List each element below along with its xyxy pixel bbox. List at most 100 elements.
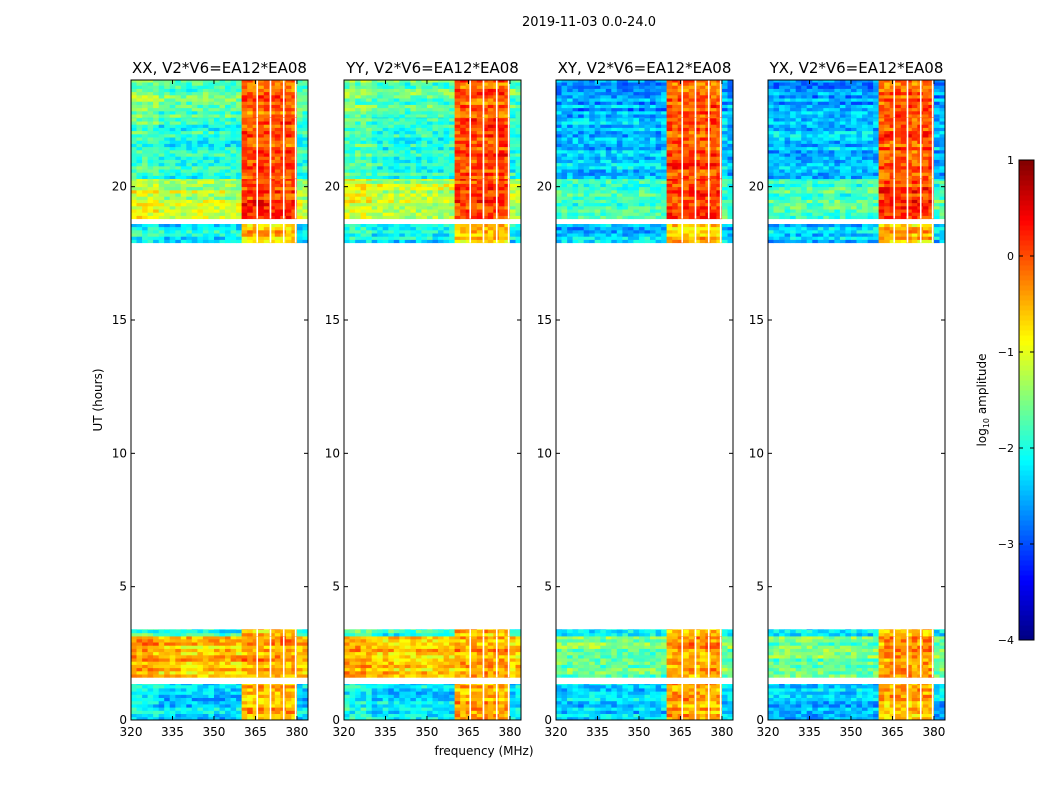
heatmap-cell — [404, 664, 411, 669]
heatmap-cell — [263, 642, 270, 646]
heatmap-cell — [388, 674, 395, 678]
heatmap-cell — [269, 117, 276, 119]
heatmap-cell — [296, 159, 303, 164]
heatmap-cell — [202, 94, 209, 99]
heatmap-cell — [247, 707, 254, 711]
heatmap-cell — [197, 137, 204, 141]
x-axis-label: frequency (MHz) — [434, 744, 533, 758]
heatmap-cell — [136, 700, 143, 705]
heatmap-cell — [202, 137, 209, 141]
heatmap-cell — [158, 172, 165, 176]
heatmap-cell — [219, 162, 226, 167]
heatmap-cell — [258, 193, 265, 197]
heatmap-cell — [180, 636, 187, 640]
heatmap-cell — [371, 114, 378, 118]
heatmap-cell — [219, 212, 226, 216]
heatmap-cell — [443, 149, 450, 154]
heatmap-cell — [219, 632, 226, 637]
heatmap-cell — [197, 153, 204, 157]
heatmap-cell — [219, 107, 226, 112]
heatmap-cell — [349, 178, 356, 181]
heatmap-cell — [355, 127, 361, 132]
heatmap-cell — [388, 156, 395, 160]
heatmap-cell — [225, 130, 231, 135]
heatmap-cell — [482, 638, 489, 643]
heatmap-cell — [202, 629, 209, 630]
heatmap-cell — [377, 202, 384, 207]
heatmap-cell — [404, 117, 411, 119]
heatmap-cell — [236, 104, 242, 109]
heatmap-cell — [131, 670, 137, 675]
heatmap-cell — [355, 183, 361, 188]
heatmap-cell — [191, 85, 198, 89]
heatmap-cell — [415, 684, 422, 686]
heatmap-cell — [208, 149, 215, 154]
heatmap-cell — [443, 186, 450, 191]
heatmap-cell — [482, 117, 489, 119]
heatmap-cell — [421, 658, 428, 662]
heatmap-cell — [382, 110, 389, 115]
heatmap-cell — [487, 137, 494, 141]
heatmap-cell — [476, 172, 483, 176]
heatmap-cell — [169, 180, 176, 184]
subband-gap — [507, 684, 510, 720]
heatmap-cell — [498, 107, 505, 112]
heatmap-cell — [454, 651, 461, 656]
heatmap-cell — [197, 667, 204, 672]
heatmap-cell — [471, 226, 478, 231]
heatmap-cell — [219, 121, 226, 125]
heatmap-cell — [241, 143, 248, 148]
heatmap-cell — [180, 149, 187, 154]
heatmap-cell — [460, 183, 467, 188]
heatmap-cell — [366, 94, 372, 99]
heatmap-cell — [296, 169, 303, 173]
heatmap-cell — [388, 180, 395, 184]
heatmap-cell — [214, 143, 220, 148]
heatmap-cell — [241, 236, 248, 240]
heatmap-cell — [225, 638, 231, 643]
heatmap-cell — [263, 226, 270, 231]
heatmap-cell — [147, 629, 154, 634]
heatmap-cell — [504, 98, 511, 102]
heatmap-cell — [197, 636, 204, 640]
heatmap-cell — [258, 162, 265, 167]
heatmap-cell — [236, 226, 242, 231]
subband-gap — [294, 636, 297, 678]
heatmap-cell — [344, 196, 350, 200]
heatmap-cell — [399, 199, 406, 204]
heatmap-cell — [263, 104, 270, 109]
heatmap-cell — [147, 199, 154, 204]
heatmap-cell — [236, 183, 242, 188]
heatmap-cell — [169, 94, 176, 99]
heatmap-cell — [509, 651, 516, 656]
heatmap-cell — [169, 117, 176, 119]
heatmap-cell — [230, 209, 237, 213]
heatmap-cell — [186, 688, 193, 692]
heatmap-cell — [164, 710, 171, 714]
heatmap-cell — [236, 658, 242, 662]
heatmap-cell — [504, 159, 511, 164]
heatmap-cell — [164, 638, 171, 643]
heatmap-cell — [344, 651, 350, 656]
heatmap-cell — [263, 654, 270, 659]
heatmap-cell — [509, 716, 516, 721]
heatmap-cell — [285, 149, 292, 154]
heatmap-cell — [158, 183, 165, 188]
heatmap-cell — [236, 124, 242, 128]
heatmap-cell — [186, 124, 193, 128]
heatmap-cell — [421, 229, 428, 234]
heatmap-cell — [404, 704, 411, 708]
heatmap-cell — [252, 674, 259, 678]
heatmap-cell — [482, 186, 489, 191]
heatmap-cell — [349, 236, 356, 240]
heatmap-cell — [432, 117, 439, 122]
heatmap-cell — [136, 691, 143, 695]
heatmap-cell — [258, 651, 265, 656]
heatmap-cell — [214, 239, 220, 244]
heatmap-cell — [142, 233, 148, 237]
heatmap-cell — [191, 716, 198, 721]
heatmap-cell — [191, 658, 198, 662]
heatmap-cell — [393, 183, 400, 188]
heatmap-cell — [482, 674, 489, 678]
heatmap-cell — [258, 153, 265, 157]
